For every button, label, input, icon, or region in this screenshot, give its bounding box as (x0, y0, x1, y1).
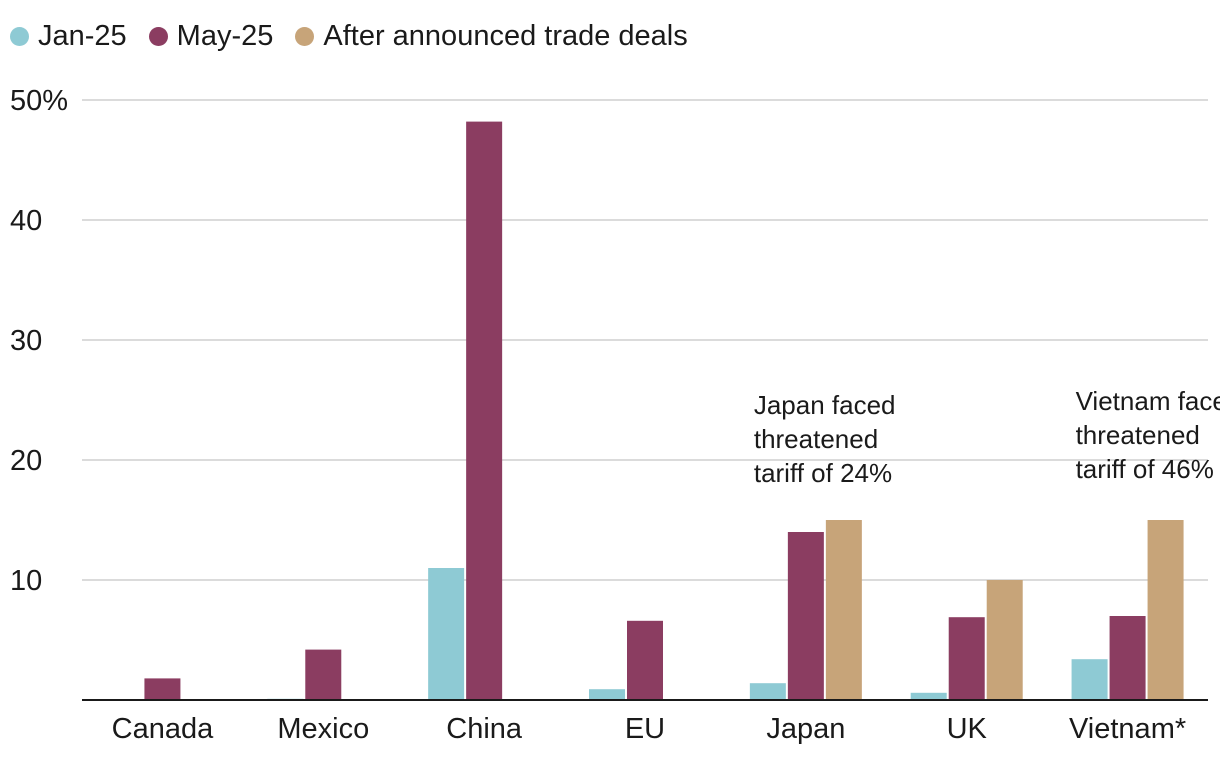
bar-canada-may-25 (144, 678, 181, 700)
x-category-label-eu: EU (625, 713, 665, 745)
legend-swatch-may-25 (148, 26, 168, 46)
annotations: Japan faced threatened tariff of 24% Vietna… (754, 386, 1220, 488)
annotation-line: Japan faced (754, 390, 896, 420)
y-tick-label: 10 (10, 565, 42, 597)
bar-japan-may-25 (787, 532, 824, 700)
bar-mexico-may-25 (305, 649, 342, 700)
legend-label-jan-25: Jan-25 (38, 19, 127, 52)
bar-vietnam-jan-25 (1071, 659, 1108, 700)
annotation-line: threatened (1076, 420, 1200, 450)
y-tick-label: 40 (10, 205, 42, 237)
y-tick-label: 30 (10, 325, 42, 357)
annotation-line: Vietnam faced (1076, 386, 1220, 416)
legend-item-jan-25: Jan-25 (10, 20, 127, 53)
annotation-line: threatened (754, 424, 878, 454)
y-tick-label: 50% (10, 85, 68, 117)
bar-japan-after-announced-trade-deals (825, 520, 862, 700)
x-category-label-china: China (446, 713, 523, 745)
gridlines (82, 99, 1208, 581)
annotation-vietnam: Vietnam faced threatened tariff of 46% (1076, 386, 1220, 484)
bar-japan-jan-25 (749, 683, 786, 700)
legend-swatch-after-deals (295, 26, 315, 46)
bar-china-may-25 (466, 121, 503, 701)
y-axis-ticks: 10 20 30 40 50% (10, 85, 68, 597)
x-category-label-mexico: Mexico (277, 713, 369, 745)
legend-label-may-25: May-25 (176, 19, 274, 52)
bar-eu-may-25 (627, 620, 663, 700)
x-category-label-japan: Japan (766, 713, 845, 745)
bar-eu-jan-25 (589, 689, 625, 700)
legend-item-may-25: May-25 (148, 19, 274, 53)
y-tick-label: 20 (10, 445, 42, 477)
annotation-line: tariff of 46% (1076, 454, 1214, 484)
annotation-line: tariff of 24% (754, 458, 892, 488)
bar-uk-after-announced-trade-deals (986, 580, 1023, 700)
legend-label-after-deals: After announced trade deals (323, 19, 688, 52)
x-axis-categories: Canada Mexico China EU Japan UK Vietnam* (112, 713, 1187, 745)
legend-swatch-jan-25 (10, 26, 29, 46)
x-category-label-vietnam: Vietnam* (1069, 713, 1186, 745)
bar-uk-may-25 (948, 617, 985, 700)
x-category-label-canada: Canada (112, 713, 214, 745)
bar-vietnam-may-25 (1109, 616, 1146, 700)
legend: Jan-25 May-25 After announced trade deal… (10, 16, 688, 56)
bar-uk-jan-25 (910, 692, 947, 700)
bar-china-jan-25 (428, 568, 465, 700)
annotation-japan: Japan faced threatened tariff of 24% (754, 390, 896, 488)
legend-item-after-deals: After announced trade deals (295, 19, 688, 53)
bars (144, 121, 1184, 701)
bar-vietnam-after-announced-trade-deals (1147, 520, 1184, 700)
x-category-label-uk: UK (947, 713, 988, 745)
